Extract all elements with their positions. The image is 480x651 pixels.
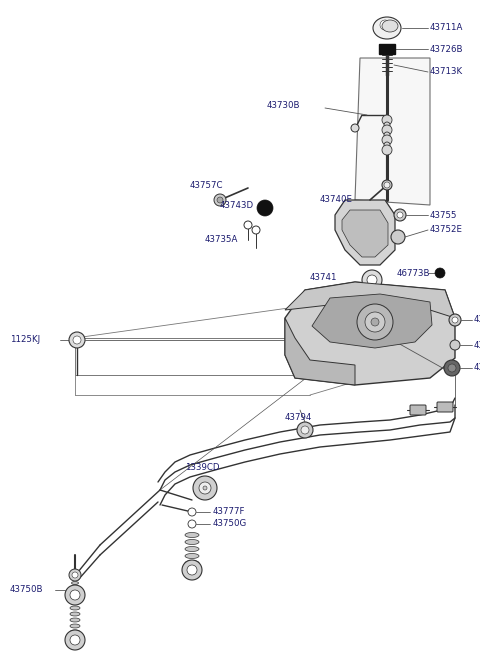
Circle shape [384, 142, 390, 148]
Circle shape [448, 364, 456, 372]
Circle shape [214, 194, 226, 206]
Circle shape [217, 197, 223, 203]
Circle shape [244, 221, 252, 229]
Circle shape [69, 332, 85, 348]
Text: 1125KJ: 1125KJ [10, 335, 40, 344]
Circle shape [73, 336, 81, 344]
Text: 43750B: 43750B [10, 585, 44, 594]
Circle shape [371, 318, 379, 326]
Bar [379, 44, 395, 54]
Circle shape [70, 635, 80, 645]
Polygon shape [312, 294, 432, 348]
FancyBboxPatch shape [410, 405, 426, 415]
Text: 43757C: 43757C [190, 180, 224, 189]
Circle shape [182, 560, 202, 580]
Text: 43794: 43794 [285, 413, 312, 422]
Polygon shape [285, 282, 455, 385]
Text: 43762E: 43762E [474, 340, 480, 350]
Text: 43735A: 43735A [205, 236, 239, 245]
Circle shape [301, 426, 309, 434]
Circle shape [449, 314, 461, 326]
Circle shape [444, 360, 460, 376]
Text: 43741: 43741 [310, 273, 337, 281]
Text: 43755: 43755 [430, 210, 457, 219]
Text: 43730B: 43730B [267, 100, 300, 109]
Ellipse shape [185, 553, 199, 559]
Ellipse shape [72, 592, 79, 594]
Circle shape [351, 124, 359, 132]
Text: 43752E: 43752E [430, 225, 463, 234]
Circle shape [382, 125, 392, 135]
Text: 46773B: 46773B [396, 268, 430, 277]
Circle shape [297, 422, 313, 438]
Circle shape [357, 304, 393, 340]
Circle shape [384, 132, 390, 138]
Ellipse shape [72, 581, 79, 585]
Circle shape [452, 317, 458, 323]
Circle shape [188, 520, 196, 528]
Text: 1339CD: 1339CD [185, 464, 219, 473]
Ellipse shape [70, 624, 80, 628]
Circle shape [394, 209, 406, 221]
Polygon shape [342, 210, 388, 257]
Text: 43713K: 43713K [430, 68, 463, 77]
Ellipse shape [70, 618, 80, 622]
Circle shape [450, 340, 460, 350]
Circle shape [397, 212, 403, 218]
Circle shape [365, 312, 385, 332]
Ellipse shape [185, 546, 199, 551]
Polygon shape [335, 200, 395, 265]
Ellipse shape [382, 20, 398, 32]
Circle shape [384, 122, 390, 128]
Circle shape [382, 145, 392, 155]
Circle shape [382, 115, 392, 125]
Text: 43740E: 43740E [320, 195, 353, 204]
Ellipse shape [373, 17, 401, 39]
Text: 43777F: 43777F [213, 508, 245, 516]
Circle shape [193, 476, 217, 500]
Circle shape [362, 270, 382, 290]
FancyBboxPatch shape [437, 402, 453, 412]
Circle shape [188, 508, 196, 516]
Circle shape [69, 569, 81, 581]
Circle shape [199, 482, 211, 494]
Polygon shape [355, 58, 430, 205]
Text: 43750G: 43750G [213, 519, 247, 529]
Ellipse shape [185, 533, 199, 538]
Circle shape [382, 135, 392, 145]
Circle shape [391, 230, 405, 244]
Text: 43726B: 43726B [430, 44, 464, 53]
Circle shape [65, 630, 85, 650]
Circle shape [384, 182, 390, 188]
Circle shape [72, 572, 78, 578]
Circle shape [382, 180, 392, 190]
Text: 43710D: 43710D [474, 316, 480, 324]
Circle shape [252, 226, 260, 234]
Ellipse shape [185, 561, 199, 566]
Ellipse shape [72, 587, 79, 590]
Polygon shape [285, 318, 355, 385]
Ellipse shape [185, 540, 199, 544]
Text: 43743D: 43743D [220, 201, 254, 210]
Circle shape [65, 585, 85, 605]
Circle shape [435, 268, 445, 278]
Circle shape [70, 590, 80, 600]
Circle shape [257, 200, 273, 216]
Circle shape [203, 486, 207, 490]
Circle shape [367, 275, 377, 285]
Circle shape [187, 565, 197, 575]
Polygon shape [285, 282, 455, 318]
Ellipse shape [70, 612, 80, 616]
Text: 43711A: 43711A [430, 23, 463, 33]
Text: 43761: 43761 [474, 363, 480, 372]
Ellipse shape [70, 606, 80, 610]
Circle shape [380, 20, 390, 30]
Ellipse shape [70, 630, 80, 634]
